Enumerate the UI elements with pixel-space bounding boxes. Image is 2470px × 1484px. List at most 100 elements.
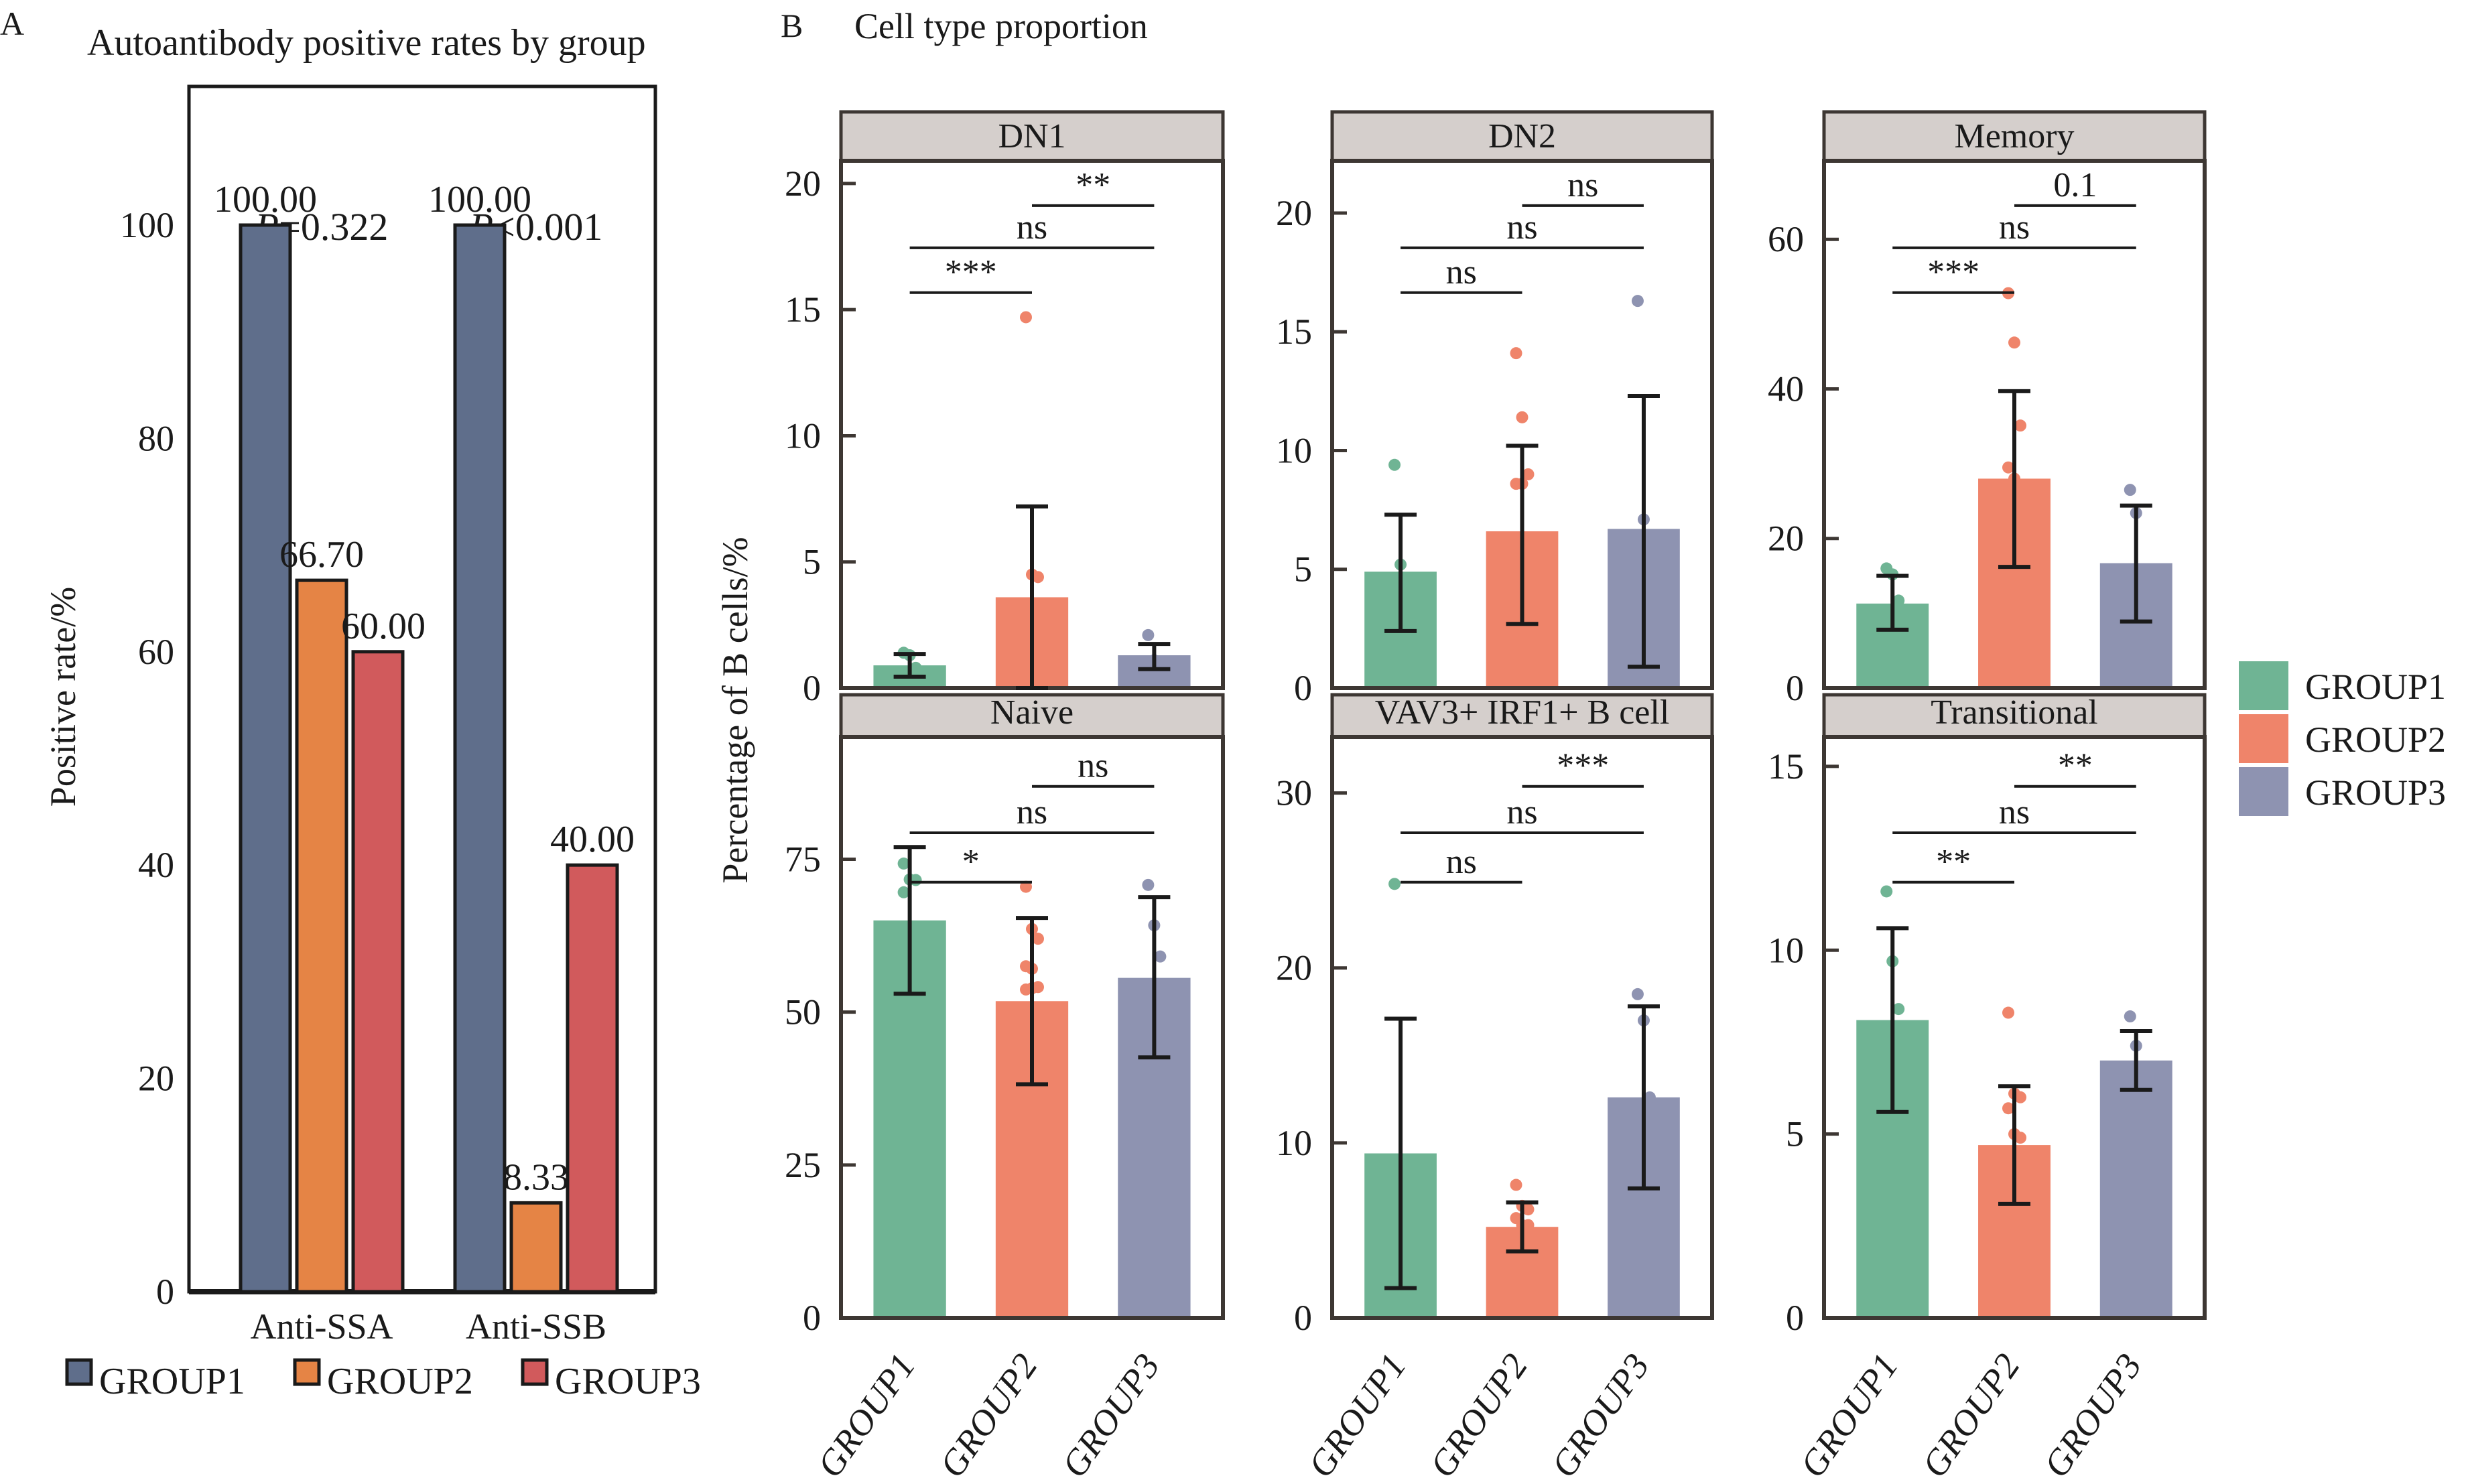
data-point bbox=[1892, 594, 1905, 607]
panel-a-legend: GROUP1 GROUP2 GROUP3 bbox=[65, 1358, 701, 1402]
comparison-label: ns bbox=[1446, 843, 1477, 881]
facet-strip-label: DN2 bbox=[1488, 117, 1556, 155]
data-point bbox=[1510, 347, 1522, 360]
data-point bbox=[1510, 1178, 1522, 1191]
y-tick-label: 20 bbox=[1276, 193, 1312, 233]
data-point bbox=[1643, 1091, 1656, 1103]
panel-a-label: A bbox=[0, 5, 24, 42]
data-point bbox=[2014, 419, 2026, 432]
data-point bbox=[2014, 1091, 2026, 1103]
y-tick-label: 10 bbox=[1768, 930, 1804, 970]
data-point bbox=[897, 886, 910, 898]
bar-group3-anti-ssb bbox=[566, 863, 619, 1294]
data-point bbox=[2124, 484, 2136, 496]
legend-label: GROUP3 bbox=[555, 1361, 701, 1402]
facet-strip-label: Transitional bbox=[1931, 693, 2097, 732]
x-tick-label: Anti-SSB bbox=[466, 1306, 606, 1347]
comparison-label: ** bbox=[1936, 843, 1971, 881]
y-tick-label: 30 bbox=[1276, 773, 1312, 813]
data-point bbox=[1522, 1203, 1535, 1216]
legend-label: GROUP2 bbox=[2305, 720, 2446, 760]
comparison-label: *** bbox=[1557, 747, 1609, 785]
comparison-label: ns bbox=[1567, 166, 1598, 204]
y-tick-label: 0 bbox=[803, 668, 821, 708]
data-point bbox=[1880, 885, 1893, 898]
y-tick-label: 15 bbox=[1768, 746, 1804, 787]
data-point bbox=[1020, 880, 1032, 893]
legend-label: GROUP1 bbox=[99, 1361, 245, 1402]
panel-a-ylabel: Positive rate/% bbox=[43, 587, 83, 807]
bar-value-label: 40.00 bbox=[550, 819, 635, 860]
y-tick-label: 40 bbox=[1768, 368, 1804, 409]
y-tick-label: 0 bbox=[1294, 1298, 1312, 1338]
panel-b-facets: DN105101520***ns**DN205101520nsnsnsMemor… bbox=[785, 110, 2207, 1484]
y-tick-label: 0 bbox=[1786, 1298, 1804, 1338]
x-tick-label: GROUP3 bbox=[1054, 1346, 1168, 1484]
y-tick-label: 60 bbox=[1768, 219, 1804, 259]
y-tick-label: 5 bbox=[1786, 1114, 1804, 1154]
y-tick-label: 5 bbox=[1294, 549, 1312, 590]
data-point bbox=[909, 661, 922, 674]
data-point bbox=[1631, 295, 1644, 308]
y-tick-label: 25 bbox=[785, 1145, 821, 1185]
comparison-label: ** bbox=[1076, 166, 1110, 204]
y-tick-label: 40 bbox=[138, 845, 174, 885]
facet-strip bbox=[1822, 110, 2207, 163]
legend-swatch-group1 bbox=[2239, 661, 2288, 710]
data-point bbox=[2002, 1006, 2014, 1019]
legend-label: GROUP1 bbox=[2305, 667, 2446, 707]
y-tick-label: 20 bbox=[138, 1059, 174, 1099]
panel-a-chart: 020406080100Anti-SSAP=0.322100.0066.7060… bbox=[120, 84, 657, 1347]
data-point bbox=[1522, 468, 1535, 480]
comparison-label: *** bbox=[945, 253, 997, 291]
legend-swatch-group2 bbox=[293, 1358, 321, 1386]
data-point bbox=[897, 857, 910, 870]
facet-dn1: DN1 0 5 10 15 20 *** ns ** bbox=[785, 110, 1225, 708]
bar-value-label: 66.70 bbox=[279, 534, 364, 576]
bar-group2-anti-ssa bbox=[295, 578, 348, 1294]
x-tick-label: GROUP3 bbox=[1543, 1346, 1657, 1484]
data-point bbox=[2124, 1010, 2136, 1023]
y-tick-label: 0 bbox=[1294, 668, 1312, 708]
x-tick-label: Anti-SSA bbox=[250, 1306, 393, 1347]
panel-b-legend: GROUP1 GROUP2 GROUP3 bbox=[2239, 661, 2446, 816]
x-tick-label: GROUP1 bbox=[1792, 1346, 1906, 1484]
data-point bbox=[1631, 988, 1644, 1000]
bar-group1-anti-ssa bbox=[239, 223, 292, 1294]
y-tick-label: 20 bbox=[785, 163, 821, 204]
y-tick-label: 0 bbox=[1786, 668, 1804, 708]
y-tick-label: 10 bbox=[1276, 430, 1312, 470]
facet-strip-label: DN1 bbox=[998, 117, 1065, 155]
y-tick-label: 15 bbox=[1276, 312, 1312, 352]
y-tick-label: 0 bbox=[156, 1272, 174, 1312]
facet-strip bbox=[1330, 693, 1714, 739]
x-tick-label: GROUP2 bbox=[1422, 1346, 1536, 1484]
comparison-label: ** bbox=[2058, 747, 2093, 785]
x-tick-label: GROUP1 bbox=[809, 1346, 923, 1484]
y-tick-label: 15 bbox=[785, 289, 821, 330]
y-tick-label: 80 bbox=[138, 418, 174, 458]
comparison-label: *** bbox=[1927, 253, 1979, 291]
data-point bbox=[1032, 933, 1044, 945]
comparison-label: ns bbox=[1999, 793, 2030, 831]
bar-value-label: 8.33 bbox=[503, 1156, 569, 1198]
legend-swatch-group2 bbox=[2239, 714, 2288, 763]
y-tick-label: 75 bbox=[785, 839, 821, 880]
y-tick-label: 5 bbox=[803, 542, 821, 582]
legend-swatch-group1 bbox=[65, 1358, 93, 1386]
panel-b-label: B bbox=[781, 7, 803, 44]
data-point bbox=[1154, 950, 1167, 963]
facet-transitional: Transitional 0 5 10 15 GROUP1 GROUP2 GROUP3 ** ns… bbox=[1768, 693, 2207, 1484]
x-tick-label: GROUP3 bbox=[2036, 1346, 2150, 1484]
data-point bbox=[1142, 628, 1155, 641]
data-point bbox=[2002, 1102, 2014, 1115]
facet-strip-label: Naive bbox=[990, 693, 1074, 732]
facet-strip bbox=[839, 110, 1225, 163]
bar-value-label: 100.00 bbox=[428, 179, 531, 220]
data-point bbox=[2002, 461, 2014, 474]
bar-group3 bbox=[2099, 1060, 2172, 1316]
comparison-label: 0.1 bbox=[2053, 166, 2097, 204]
